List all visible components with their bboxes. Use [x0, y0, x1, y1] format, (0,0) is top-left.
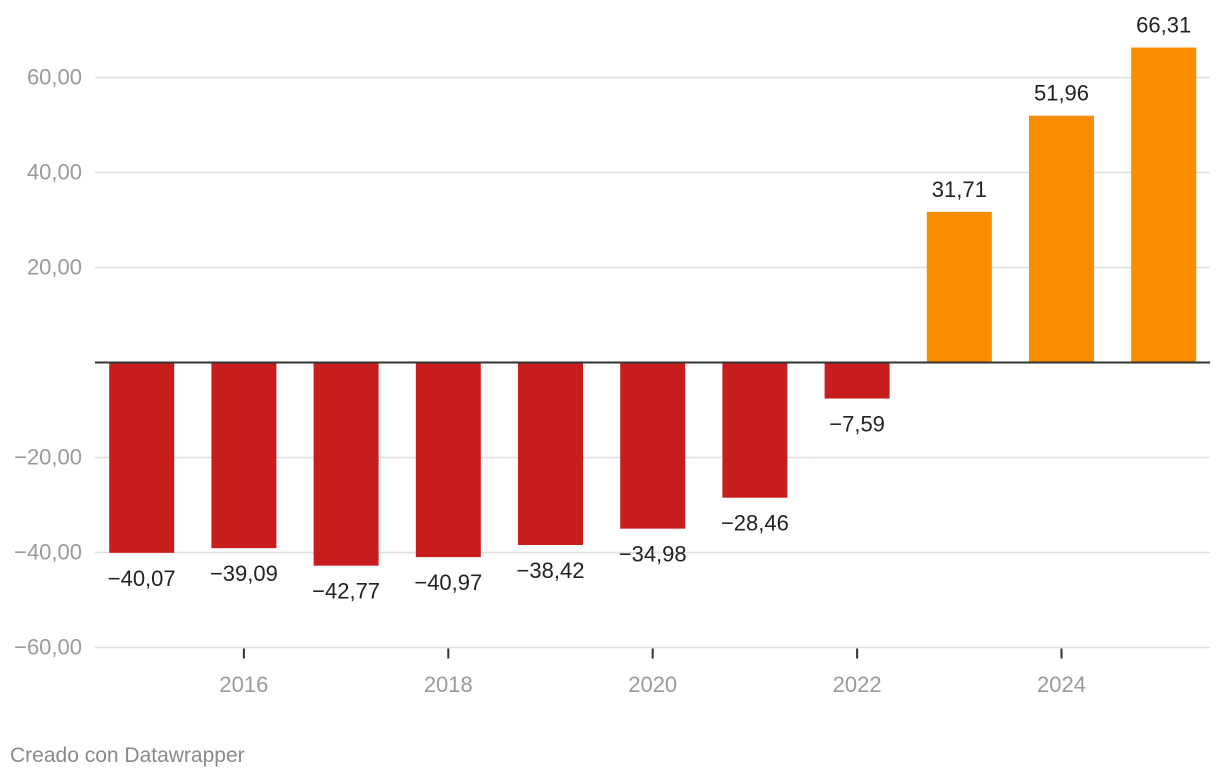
- y-axis-tick-labels: 60,00 40,00 20,00 −20,00 −40,00 −60,00: [14, 65, 82, 660]
- y-tick-label: −60,00: [14, 635, 82, 660]
- bar-value-label: 66,31: [1136, 13, 1191, 38]
- bar-value-label: −42,77: [312, 579, 380, 604]
- bar-2025: [1131, 47, 1197, 363]
- bar-2018: [415, 362, 481, 558]
- bar-value-label: −38,42: [517, 558, 585, 583]
- y-tick-label: 60,00: [27, 65, 82, 90]
- bar-value-label: −39,09: [210, 561, 278, 586]
- bar-value-label: −28,46: [721, 511, 789, 536]
- y-tick-label: −20,00: [14, 445, 82, 470]
- bar-2021: [722, 362, 788, 498]
- bar-value-label: 31,71: [932, 177, 987, 202]
- bar-value-label: −7,59: [829, 412, 885, 437]
- footer-credit: Creado con Datawrapper: [10, 744, 245, 767]
- bars: [109, 47, 1197, 566]
- y-tick-label: 20,00: [27, 255, 82, 280]
- x-tick-label: 2024: [1037, 672, 1086, 697]
- gridlines: [95, 76, 1210, 649]
- bar-2017: [313, 362, 379, 566]
- x-tick-label: 2016: [219, 672, 268, 697]
- bar-2016: [211, 362, 277, 549]
- bar-value-label: −34,98: [619, 542, 687, 567]
- y-tick-label: −40,00: [14, 540, 82, 565]
- bar-2024: [1029, 115, 1094, 363]
- bar-value-labels: −40,07 −39,09 −42,77 −40,97 −38,42 −34,98 −28,…: [108, 13, 1191, 604]
- bar-2019: [518, 362, 583, 545]
- x-axis-ticks: 2016 2018 2020 2022 2024: [219, 648, 1086, 697]
- x-tick-label: 2018: [424, 672, 473, 697]
- bar-2020: [620, 362, 686, 529]
- bar-value-label: −40,97: [414, 570, 482, 595]
- bar-value-label: −40,07: [108, 566, 176, 591]
- bar-2022: [824, 362, 890, 399]
- bar-2015: [109, 362, 175, 553]
- bar-2023: [926, 211, 992, 363]
- bar-chart: 60,00 40,00 20,00 −20,00 −40,00 −60,00 −40,07…: [14, 13, 1210, 697]
- bar-value-label: 51,96: [1034, 81, 1089, 106]
- y-tick-label: 40,00: [27, 160, 82, 185]
- x-tick-label: 2022: [833, 672, 882, 697]
- x-tick-label: 2020: [628, 672, 677, 697]
